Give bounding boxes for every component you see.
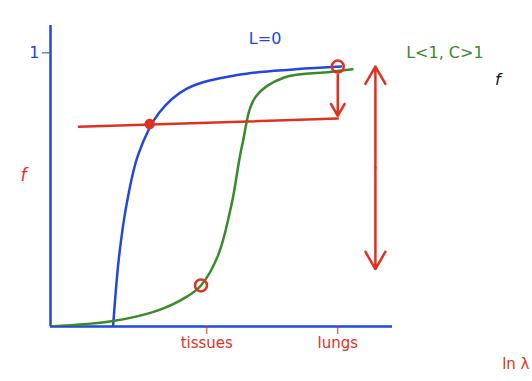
svg-text:lungs: lungs [318,334,359,352]
svg-text:L<1, C>1: L<1, C>1 [406,43,483,62]
svg-text:f: f [21,165,30,185]
svg-text:tissues: tissues [181,334,233,352]
svg-text:f: f [495,70,503,89]
svg-text:ln λ: ln λ [502,355,529,373]
svg-text:1: 1 [29,43,39,62]
svg-text:L=0: L=0 [249,29,281,48]
